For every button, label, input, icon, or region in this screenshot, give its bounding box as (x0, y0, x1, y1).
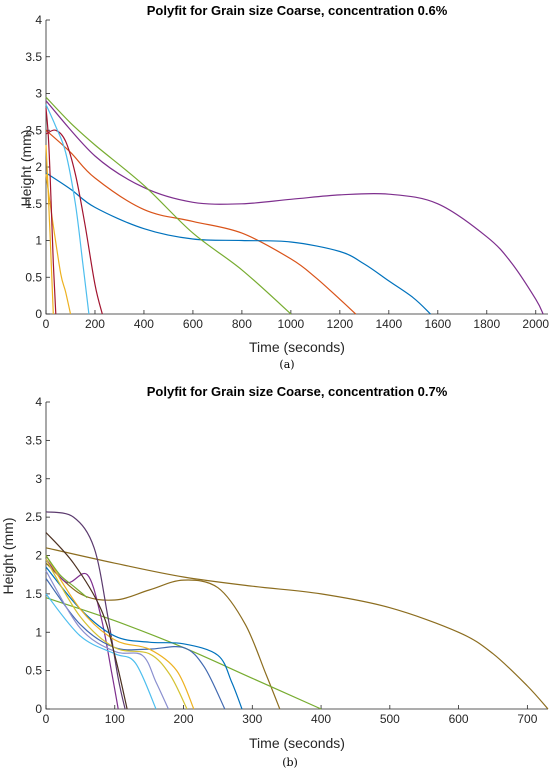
x-tick-label: 0 (43, 317, 50, 331)
x-tick-label: 500 (380, 712, 400, 726)
plot-area-b: 0 100 200 300 400 500 600 700 0 0.5 1 1.5 2 2.5 3 3.5 4 (25, 395, 549, 726)
y-axis-label-b: Height (mm) (0, 517, 16, 594)
series-line-a-6 (45, 104, 90, 315)
chart-title-a: Polyfit for Grain size Coarse, concentra… (147, 3, 448, 18)
x-tick-label: 2000 (522, 317, 549, 331)
series-line-a-4 (45, 96, 292, 315)
y-tick-label: 1.5 (25, 587, 42, 601)
series-line-b-5 (45, 558, 119, 710)
x-tick-label: 1800 (473, 317, 500, 331)
y-tick-label: 3 (35, 87, 42, 101)
x-tick-label: 400 (311, 712, 331, 726)
chart-panel-b: Polyfit for Grain size Coarse, concentra… (0, 384, 549, 769)
x-tick-label: 700 (517, 712, 537, 726)
series-line-a-1 (45, 100, 544, 315)
x-axis-label-b: Time (seconds) (249, 735, 345, 751)
series-line-b-2 (45, 562, 281, 710)
y-tick-label: 3.5 (25, 433, 42, 447)
series-line-b-1 (45, 547, 549, 710)
series-line-a-9 (45, 144, 54, 315)
x-tick-label: 600 (449, 712, 469, 726)
x-tick-label: 400 (134, 317, 154, 331)
series-line-a-5 (45, 129, 103, 315)
x-tick-label: 1400 (375, 317, 402, 331)
y-axis-label-a: Height (mm) (18, 129, 34, 206)
y-tick-label: 4 (35, 395, 42, 409)
y-tick-label: 4 (35, 13, 42, 27)
y-tick-label: 2.5 (25, 123, 42, 137)
x-tick-label: 1000 (278, 317, 305, 331)
x-tick-label: 1600 (424, 317, 451, 331)
chart-title-b: Polyfit for Grain size Coarse, concentra… (147, 384, 448, 399)
y-tick-label: 3 (35, 472, 42, 486)
series-line-b-10 (45, 570, 169, 710)
series-line-b-9 (45, 558, 188, 710)
x-tick-label: 1200 (327, 317, 354, 331)
series-line-b-13 (45, 555, 88, 599)
panel-label-b: (b) (282, 756, 298, 769)
y-tick-label: 0.5 (25, 270, 42, 284)
x-tick-label: 600 (183, 317, 203, 331)
x-tick-label: 800 (232, 317, 252, 331)
y-tick-label: 2 (35, 549, 42, 563)
y-tick-label: 2 (35, 160, 42, 174)
series-line-b-12 (45, 532, 128, 710)
y-tick-label: 0 (35, 702, 42, 716)
y-tick-label: 2.5 (25, 510, 42, 524)
y-tick-label: 3.5 (25, 50, 42, 64)
series-line-b-4 (45, 511, 126, 710)
y-tick-label: 1 (35, 234, 42, 248)
y-tick-label: 0 (35, 307, 42, 321)
series-line-b-8 (45, 555, 195, 710)
x-tick-label: 0 (43, 712, 50, 726)
x-tick-label: 200 (85, 317, 105, 331)
x-tick-label: 300 (242, 712, 262, 726)
y-tick-label: 0.5 (25, 664, 42, 678)
plot-area-a: 0 200 400 600 800 1000 1200 1400 1600 1800 2000 0 0.… (25, 13, 549, 331)
y-tick-label: 1 (35, 625, 42, 639)
x-axis-label-a: Time (seconds) (249, 339, 345, 355)
series-line-a-8 (45, 108, 57, 315)
panel-label-a: (a) (279, 358, 294, 371)
series-line-a-3 (45, 172, 431, 315)
x-tick-label: 100 (105, 712, 125, 726)
y-tick-label: 1.5 (25, 197, 42, 211)
x-tick-label: 200 (174, 712, 194, 726)
series-line-a-2 (45, 129, 357, 315)
chart-panel-a: Polyfit for Grain size Coarse, concentra… (18, 3, 549, 371)
